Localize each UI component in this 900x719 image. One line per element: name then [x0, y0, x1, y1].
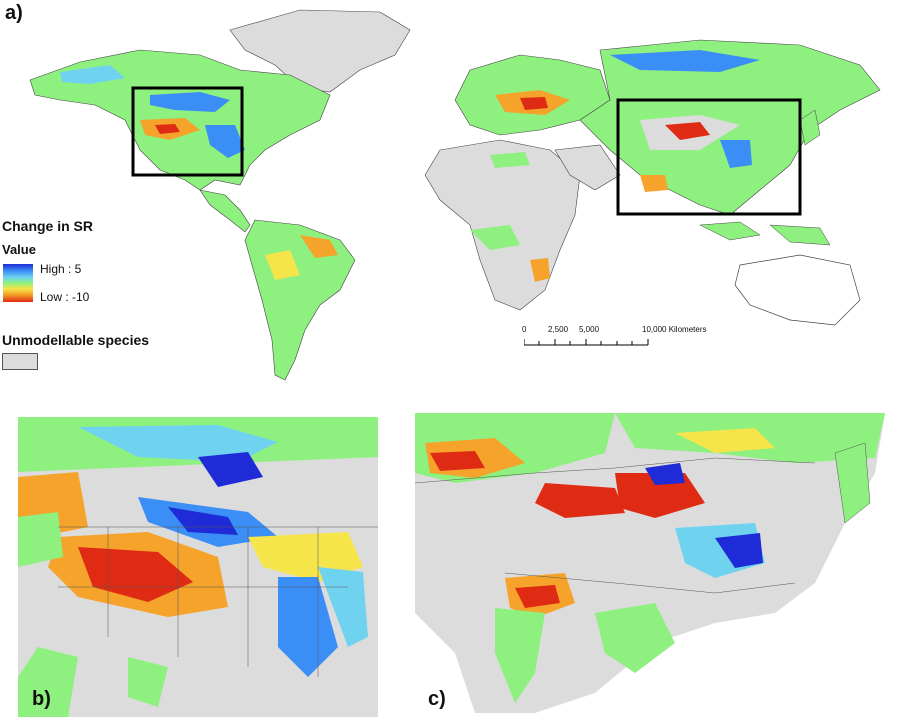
arabia — [554, 144, 621, 191]
world-map — [29, 9, 881, 381]
inset-asia — [415, 413, 885, 713]
legend-title: Change in SR — [2, 218, 94, 234]
greenland — [229, 9, 411, 93]
ramp-high-label: High : 5 — [40, 262, 82, 276]
panel-a-label: a) — [5, 2, 23, 24]
color-ramp — [3, 264, 33, 302]
scale-tick-2500: 2,500 — [548, 325, 569, 334]
panel-b-label: b) — [32, 688, 51, 710]
scale-tick-10000: 10,000 Kilometers — [642, 325, 707, 334]
color-ramp-row: High : 5 Low : -10 — [2, 260, 202, 304]
scale-tick-5000: 5,000 — [579, 325, 600, 334]
unmodellable-swatch — [2, 353, 38, 370]
scale-line — [524, 339, 649, 346]
scale-bar: 0 2,500 5,000 10,000 Kilometers — [522, 325, 762, 355]
legend: Change in SR Value High : 5 Low : -10 Un… — [2, 218, 202, 370]
legend-subtitle: Value — [2, 242, 36, 257]
inset-box-north-america — [131, 86, 244, 177]
australia — [734, 254, 861, 326]
south-america — [244, 219, 356, 381]
inset-box-asia — [616, 98, 802, 216]
ramp-low-label: Low : -10 — [40, 290, 90, 304]
panel-c-label: c) — [428, 688, 446, 710]
inset-north-america — [18, 417, 378, 717]
scale-tick-0: 0 — [522, 325, 527, 334]
unmodellable-label: Unmodellable species — [2, 332, 150, 348]
central-america — [199, 189, 251, 233]
